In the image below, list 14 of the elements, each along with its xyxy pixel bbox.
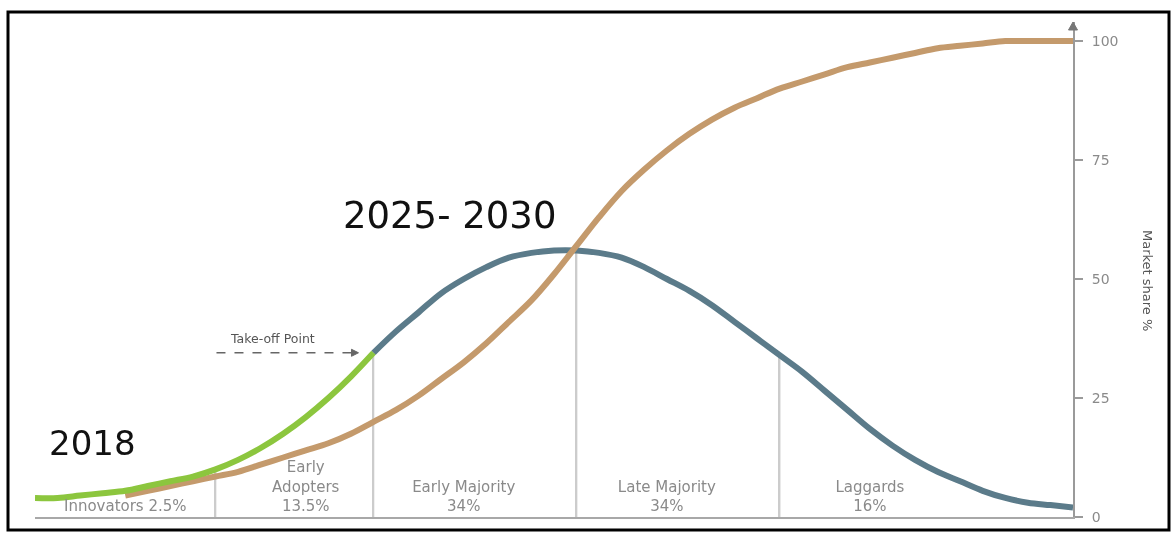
- x-tick-label: Early Adopters 13.5%: [272, 458, 340, 515]
- annotation: 2018: [49, 423, 136, 463]
- y-tick-label: 50: [1091, 270, 1110, 287]
- x-tick-label: Laggards 16%: [835, 477, 905, 515]
- annotation: 2025- 2030: [343, 194, 557, 237]
- annotation: Take-off Point: [230, 331, 315, 346]
- x-tick-label: Late Majority 34%: [617, 477, 716, 515]
- y-tick-label: 100: [1091, 32, 1119, 49]
- y-tick-label: 75: [1091, 151, 1110, 168]
- y-tick-label: 25: [1091, 389, 1110, 406]
- x-tick-label: Early Majority 34%: [412, 477, 516, 515]
- x-tick-label: Innovators 2.5%: [63, 497, 187, 515]
- y-tick-label: 0: [1091, 508, 1101, 525]
- y-axis-title: Market share %: [1140, 230, 1155, 332]
